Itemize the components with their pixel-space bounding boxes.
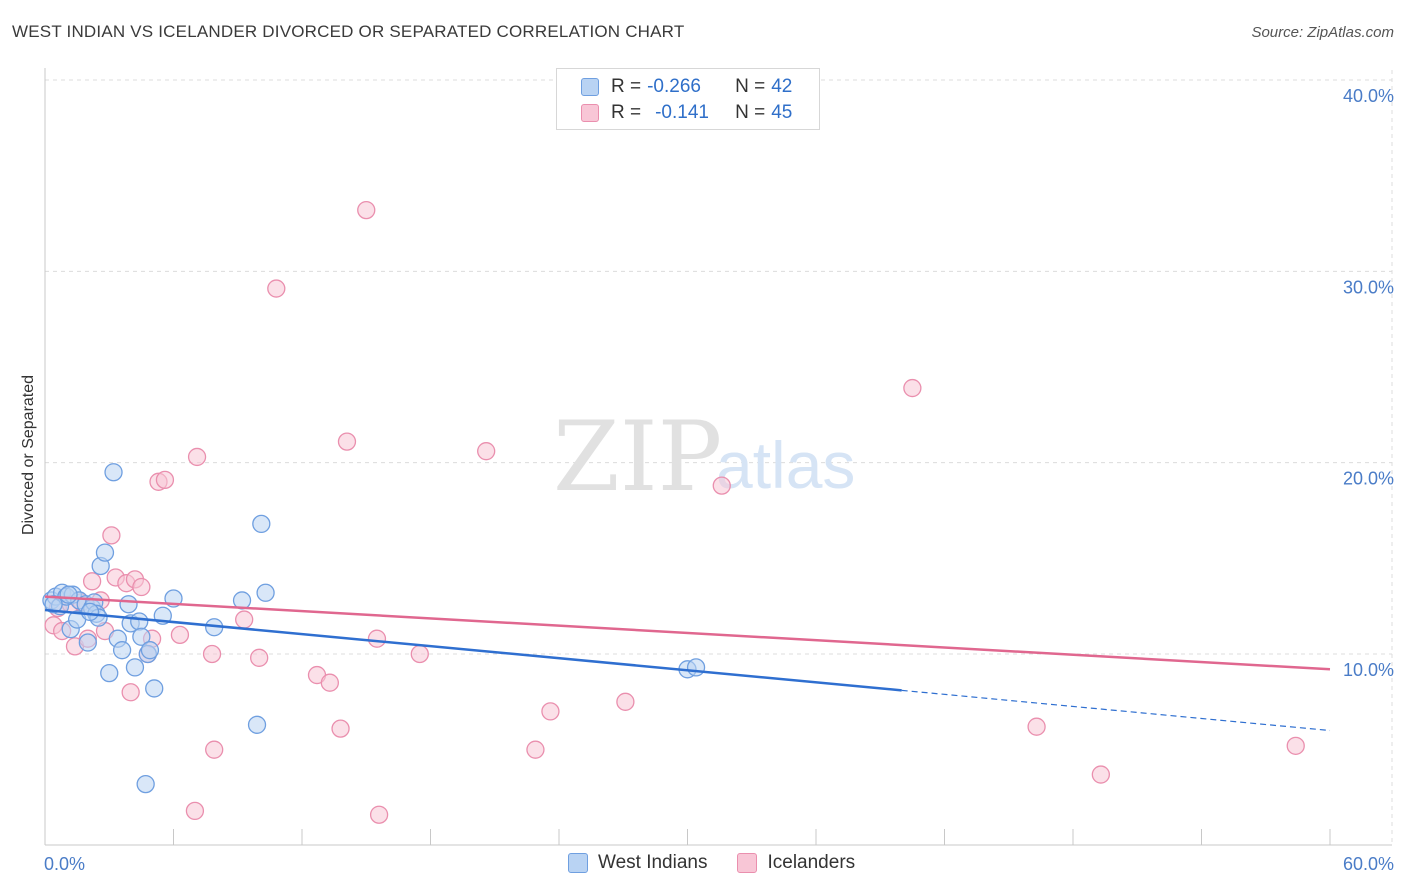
icelander-point <box>185 801 205 821</box>
watermark-zip: ZIP <box>553 401 722 513</box>
y-axis-label: Divorced or Separated <box>20 375 37 535</box>
legend-r-label: R = <box>611 76 642 97</box>
west-indian-point <box>95 543 115 562</box>
west-indian-point <box>125 658 145 677</box>
icelanders-points <box>44 200 1305 824</box>
icelander-point <box>235 610 254 629</box>
legend-item-icelanders[interactable]: Icelanders <box>737 852 855 874</box>
icelander-point <box>367 629 387 648</box>
icelander-point <box>121 683 140 702</box>
icelander-point <box>712 476 731 495</box>
icelander-point <box>526 740 545 759</box>
west-indian-point <box>252 514 271 534</box>
icelander-point <box>132 577 151 597</box>
west-indians-trendline <box>44 608 902 692</box>
west-indian-point <box>130 612 149 631</box>
west-indian-point <box>686 658 706 677</box>
icelander-point <box>205 740 224 759</box>
west-indian-point <box>140 641 160 660</box>
west-indian-point <box>100 663 119 683</box>
legend-swatch-pink <box>581 104 599 122</box>
west-indian-point <box>59 585 78 604</box>
legend-n-label: N = <box>735 76 766 97</box>
west-indian-point <box>104 463 123 482</box>
west-indian-point <box>247 715 267 734</box>
legend-label-icelanders: Icelanders <box>767 852 856 873</box>
y-tick-label: 40.0% <box>1343 86 1394 106</box>
icelander-point <box>202 644 222 664</box>
west-indian-point <box>256 583 275 602</box>
west-indian-point <box>132 627 151 646</box>
y-tick-label: 10.0% <box>1343 660 1394 680</box>
west-indian-point <box>112 641 132 660</box>
icelander-point <box>1091 765 1110 784</box>
icelander-point <box>331 719 350 738</box>
watermark-atlas: atlas <box>716 428 855 502</box>
icelander-point <box>541 702 560 721</box>
icelander-point <box>337 432 357 451</box>
x-tick-label: 0.0% <box>44 854 85 874</box>
trend-lines <box>44 595 1331 732</box>
icelander-point <box>410 644 429 664</box>
gridlines <box>45 70 1393 845</box>
watermark: ZIP atlas <box>553 401 855 513</box>
legend-swatch-blue <box>581 78 599 96</box>
legend-row-icelanders: R = -0.141 N = 45 <box>581 101 792 125</box>
west-indian-point <box>44 595 63 614</box>
west-indian-point <box>119 595 138 614</box>
icelander-point <box>1286 736 1305 755</box>
legend-r-value: -0.266 <box>647 76 701 97</box>
legend-r-label: R = <box>611 102 642 123</box>
icelander-point <box>903 378 922 398</box>
west-indian-point <box>136 774 155 794</box>
source-label: Source: ZipAtlas.com <box>1251 24 1394 41</box>
icelander-point <box>102 526 121 545</box>
legend-n-label: N = <box>735 102 766 123</box>
icelander-point <box>250 648 269 667</box>
icelander-point <box>1027 717 1046 736</box>
west-indian-point <box>78 633 97 652</box>
west-indians-trendline-extension <box>901 689 1331 732</box>
west-indian-point <box>145 679 164 698</box>
icelander-point <box>82 572 102 591</box>
west-indian-point <box>80 602 100 622</box>
stats-legend: R = -0.266 N = 42 R = -0.141 N = 45 <box>556 68 820 130</box>
icelander-point <box>187 447 207 467</box>
chart-title: WEST INDIAN VS ICELANDER DIVORCED OR SEP… <box>12 22 685 41</box>
icelander-point <box>267 279 286 298</box>
icelander-point <box>320 673 339 692</box>
series-legend: West Indians Icelanders <box>568 852 885 874</box>
y-tick-label: 20.0% <box>1343 469 1394 489</box>
axes <box>44 68 1392 846</box>
legend-n-value: 42 <box>771 76 793 97</box>
icelanders-trendline <box>44 595 1331 671</box>
icelander-point <box>369 805 389 824</box>
legend-swatch-west-indians <box>568 853 588 873</box>
icelander-point <box>616 692 635 711</box>
y-tick-label: 30.0% <box>1343 277 1394 297</box>
icelander-point <box>357 200 376 220</box>
legend-swatch-icelanders <box>737 853 758 873</box>
legend-item-west-indians[interactable]: West Indians <box>568 852 707 874</box>
legend-r-value: -0.141 <box>655 102 709 123</box>
west-indians-points <box>42 463 706 794</box>
icelander-point <box>155 470 175 490</box>
x-tick-label: 60.0% <box>1343 854 1394 874</box>
icelander-point <box>477 442 496 461</box>
legend-label-west-indians: West Indians <box>598 852 708 873</box>
legend-row-west-indians: R = -0.266 N = 42 <box>581 75 792 99</box>
icelander-point <box>170 625 190 645</box>
legend-n-value: 45 <box>771 102 793 123</box>
tick-labels: 10.0% 20.0% 30.0% 40.0% 0.0% 60.0% <box>44 86 1394 874</box>
